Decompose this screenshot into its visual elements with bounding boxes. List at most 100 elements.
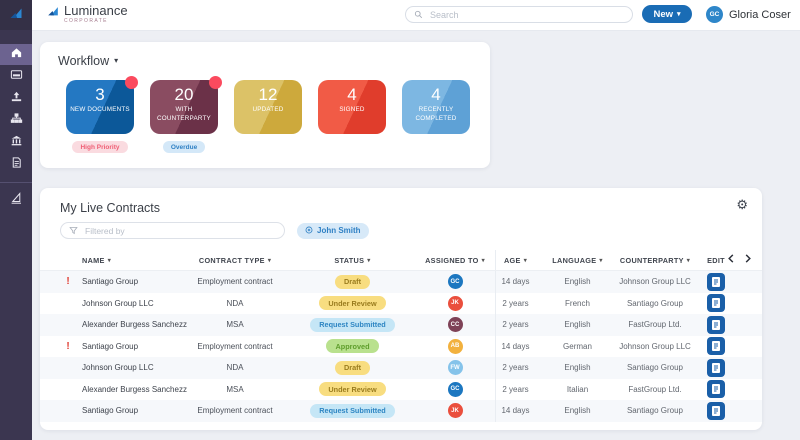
table-row[interactable]: Alexander Burgess Sanchezz MSA Request S… — [40, 314, 762, 336]
column-header-contract-type[interactable]: CONTRACT TYPE ▾ — [198, 255, 272, 265]
page-prev-button[interactable] — [727, 253, 735, 264]
column-header-counterparty[interactable]: COUNTERPARTY ▾ — [619, 255, 691, 265]
column-header-age[interactable]: AGE ▾ — [495, 250, 535, 270]
contract-name: Alexander Burgess Sanchezz — [82, 320, 187, 330]
contract-language: English — [564, 406, 591, 416]
status-badge: Draft — [334, 360, 371, 375]
sidebar-item-bank[interactable] — [0, 132, 32, 153]
sidebar-item-document[interactable] — [0, 154, 32, 175]
workflow-card-badge[interactable]: High Priority — [72, 141, 128, 153]
search-input[interactable] — [428, 8, 624, 21]
workflow-cards: 3 NEW DOCUMENTS High Priority 20 WITH CO… — [66, 76, 470, 153]
table-row[interactable]: Santiago Group Employment contract Reque… — [40, 400, 762, 422]
contract-language: German — [563, 341, 592, 351]
workflow-card[interactable]: 20 WITH COUNTERPARTY — [150, 76, 222, 134]
assignee-avatar[interactable]: CC — [447, 317, 463, 333]
status-badge: Request Submitted — [310, 317, 395, 332]
assignee-avatar[interactable]: GC — [447, 274, 463, 290]
chevron-down-icon: ▾ — [677, 10, 681, 18]
contract-counterparty: Santiago Group — [626, 406, 684, 416]
sort-caret-icon: ▾ — [686, 257, 691, 264]
assignee-avatar[interactable]: JK — [447, 295, 463, 311]
urgent-indicator — [60, 379, 76, 401]
search-box — [405, 6, 633, 23]
status-badge: Request Submitted — [310, 403, 395, 418]
column-header-status[interactable]: STATUS ▾ — [334, 255, 371, 265]
assignee-avatar[interactable]: FW — [447, 360, 463, 376]
workflow-title-label: Workflow — [58, 54, 110, 68]
urgent-indicator — [60, 357, 76, 379]
edit-button[interactable] — [707, 337, 725, 356]
contract-type: MSA — [226, 384, 244, 394]
assignee-avatar[interactable]: JK — [447, 403, 463, 419]
contract-language: English — [564, 363, 591, 373]
user-avatar: GC — [706, 6, 723, 23]
sidebar-item-upload[interactable] — [0, 88, 32, 109]
sidebar-item-sitemap[interactable] — [0, 110, 32, 131]
sail-logo-icon — [8, 5, 24, 26]
workflow-card-label: RECENTLY COMPLETED — [415, 106, 457, 122]
column-header-name[interactable]: NAME ▾ — [82, 255, 111, 265]
table-row[interactable]: Johnson Group LLC NDA Under Review JK 2 … — [40, 292, 762, 315]
contract-language: English — [564, 277, 591, 287]
assignee-avatar[interactable]: GC — [447, 381, 463, 397]
workflow-card[interactable]: 12 UPDATED — [234, 80, 302, 134]
edit-button[interactable] — [707, 380, 725, 399]
sort-caret-icon: ▾ — [267, 257, 272, 264]
filter-input[interactable] — [83, 224, 276, 237]
contract-age: 2 years — [495, 292, 535, 314]
brand: Luminance CORPORATE — [46, 4, 128, 24]
contracts-title: My Live Contracts — [60, 201, 161, 215]
table-row[interactable]: Johnson Group LLC NDA Draft FW 2 years E… — [40, 357, 762, 379]
status-badge: Under Review — [319, 382, 386, 397]
funnel-icon — [69, 222, 78, 240]
workflow-card[interactable]: 3 NEW DOCUMENTS — [66, 76, 138, 134]
upload-icon — [10, 90, 23, 108]
page-next-button[interactable] — [744, 253, 752, 264]
contract-counterparty: FastGroup Ltd. — [628, 384, 682, 394]
contract-age: 2 years — [495, 378, 535, 400]
workflow-card-label: UPDATED — [252, 106, 284, 113]
sidebar-item-card-panel[interactable] — [0, 66, 32, 87]
workflow-card[interactable]: 4 RECENTLY COMPLETED — [402, 80, 470, 134]
edit-button[interactable] — [707, 401, 725, 420]
sort-caret-icon: ▾ — [599, 257, 603, 264]
sidebar-item-home[interactable] — [0, 44, 32, 65]
table-row[interactable]: ! Santiago Group Employment contract Dra… — [40, 271, 762, 293]
urgent-indicator — [60, 293, 76, 315]
workflow-card-value: 20 — [174, 85, 194, 104]
chevron-down-icon: ▾ — [114, 56, 119, 65]
contract-age: 14 days — [495, 335, 535, 357]
edit-button[interactable] — [707, 272, 725, 291]
card-panel-icon — [10, 68, 23, 86]
sidebar-item-sail[interactable] — [0, 190, 32, 211]
table-row[interactable]: ! Santiago Group Employment contract App… — [40, 335, 762, 357]
workflow-card-cell: 20 WITH COUNTERPARTY Overdue — [150, 76, 222, 153]
remove-filter-icon[interactable] — [305, 226, 313, 236]
assignee-avatar[interactable]: AB — [447, 338, 463, 354]
workflow-card-badge[interactable]: Overdue — [162, 141, 206, 153]
edit-document-icon — [712, 362, 720, 373]
contract-type: Employment contract — [197, 341, 273, 351]
filter-chip[interactable]: John Smith — [297, 222, 369, 239]
column-header-language[interactable]: LANGUAGE ▾ — [552, 255, 603, 265]
contract-age: 14 days — [495, 400, 535, 422]
column-header-assigned-to[interactable]: ASSIGNED TO ▾ — [425, 255, 485, 265]
edit-button[interactable] — [707, 315, 725, 334]
edit-document-icon — [712, 319, 720, 330]
workflow-card-cell: 12 UPDATED — [234, 80, 302, 153]
workflow-card-label: WITH COUNTERPARTY — [157, 106, 211, 122]
gear-icon[interactable]: ⚙ — [736, 197, 748, 212]
new-button[interactable]: New ▾ — [642, 5, 692, 23]
table-row[interactable]: Alexander Burgess Sanchezz MSA Under Rev… — [40, 378, 762, 401]
topbar: Luminance CORPORATE New ▾ GC Gloria Cose… — [32, 0, 800, 31]
edit-button[interactable] — [707, 358, 725, 377]
workflow-card-value: 4 — [431, 85, 441, 104]
workflow-title[interactable]: Workflow ▾ — [58, 54, 118, 68]
brand-subtitle: CORPORATE — [64, 18, 108, 24]
edit-button[interactable] — [707, 294, 725, 313]
workflow-card[interactable]: 4 SIGNED — [318, 80, 386, 134]
user-menu[interactable]: GC Gloria Coser — [706, 6, 791, 23]
contracts-table: NAME ▾ CONTRACT TYPE ▾ STATUS ▾ ASSIGNED TO… — [40, 250, 762, 422]
workflow-card-cell: 4 SIGNED — [318, 80, 386, 153]
